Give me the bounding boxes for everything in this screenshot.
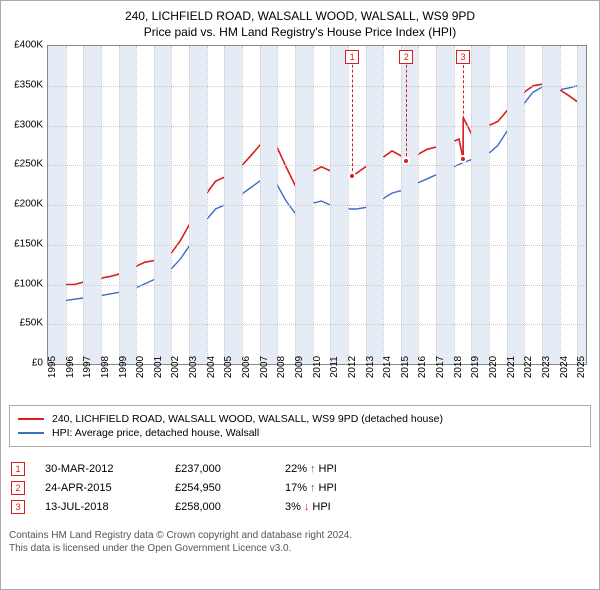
marker-box: 2 [399,50,413,64]
grid-v [119,46,120,364]
title-subtitle: Price paid vs. HM Land Registry's House … [9,25,591,39]
legend-swatch-hpi [18,432,44,434]
ytick-label: £200K [9,199,43,210]
grid-v [330,46,331,364]
sales-pct: 3%↓HPI [285,501,345,513]
grid-v [242,46,243,364]
plot-box: 1 2 3 [47,45,587,365]
xtick-label: 2025 [576,356,600,378]
legend: 240, LICHFIELD ROAD, WALSALL WOOD, WALSA… [9,405,591,447]
chart-container: 240, LICHFIELD ROAD, WALSALL WOOD, WALSA… [0,0,600,590]
grid-v [577,46,578,364]
grid-v [471,46,472,364]
sales-pct: 22%↑HPI [285,463,345,475]
ytick-label: £400K [9,40,43,51]
grid-v [489,46,490,364]
ytick-label: £350K [9,79,43,90]
legend-label-hpi: HPI: Average price, detached house, Wals… [52,427,259,439]
marker-dot [348,172,356,180]
grid-v [66,46,67,364]
grid-v [383,46,384,364]
sales-pct-value: 17% [285,482,307,494]
footer-line2: This data is licensed under the Open Gov… [9,542,591,555]
grid-v [171,46,172,364]
sales-note: HPI [319,463,337,475]
grid-v [313,46,314,364]
grid-h [48,285,586,286]
grid-v [207,46,208,364]
grid-v [260,46,261,364]
sales-row: 2 24-APR-2015£254,95017%↑HPI [11,481,589,495]
grid-v [154,46,155,364]
grid-v [418,46,419,364]
legend-label-property: 240, LICHFIELD ROAD, WALSALL WOOD, WALSA… [52,413,443,425]
sales-date: 30-MAR-2012 [45,463,175,475]
grid-h [48,126,586,127]
marker-dot [459,155,467,163]
sales-table: 130-MAR-2012£237,00022%↑HPI224-APR-2015£… [11,457,589,519]
grid-h [48,205,586,206]
sales-pct-value: 22% [285,463,307,475]
arrow-down-icon: ↓ [304,501,310,513]
title-address: 240, LICHFIELD ROAD, WALSALL WOOD, WALSA… [9,9,591,23]
legend-swatch-property [18,418,44,420]
sales-note: HPI [319,482,337,494]
sales-row: 1 30-MAR-2012£237,00022%↑HPI [11,462,589,476]
ytick-label: £150K [9,238,43,249]
sales-num-box: 3 [11,500,25,514]
arrow-up-icon: ↑ [310,463,316,475]
sales-pct: 17%↑HPI [285,482,345,494]
marker-box: 3 [456,50,470,64]
ytick-label: £250K [9,159,43,170]
marker-line [406,50,407,161]
marker-line [352,50,353,176]
sales-date: 13-JUL-2018 [45,501,175,513]
header: 240, LICHFIELD ROAD, WALSALL WOOD, WALSA… [9,9,591,39]
grid-v [560,46,561,364]
ytick-label: £50K [9,318,43,329]
grid-v [224,46,225,364]
grid-v [542,46,543,364]
grid-v [348,46,349,364]
sales-pct-value: 3% [285,501,301,513]
arrow-up-icon: ↑ [310,482,316,494]
grid-v [101,46,102,364]
sales-num-box: 2 [11,481,25,495]
legend-row-hpi: HPI: Average price, detached house, Wals… [18,427,582,439]
grid-v [136,46,137,364]
legend-row-property: 240, LICHFIELD ROAD, WALSALL WOOD, WALSA… [18,413,582,425]
sales-price: £254,950 [175,482,285,494]
marker-dot [402,157,410,165]
sales-row: 3 13-JUL-2018£258,0003%↓HPI [11,500,589,514]
grid-h [48,165,586,166]
grid-v [436,46,437,364]
sales-price: £237,000 [175,463,285,475]
sales-num-box: 1 [11,462,25,476]
sales-date: 24-APR-2015 [45,482,175,494]
grid-v [366,46,367,364]
sales-note: HPI [312,501,330,513]
grid-v [295,46,296,364]
grid-h [48,86,586,87]
grid-h [48,324,586,325]
sales-price: £258,000 [175,501,285,513]
ytick-label: £100K [9,278,43,289]
footer-line1: Contains HM Land Registry data © Crown c… [9,529,591,542]
marker-line [463,50,464,159]
grid-h [48,245,586,246]
grid-v [507,46,508,364]
grid-v [524,46,525,364]
grid-v [277,46,278,364]
grid-v [83,46,84,364]
ytick-label: £300K [9,119,43,130]
marker-box: 1 [345,50,359,64]
footer: Contains HM Land Registry data © Crown c… [9,529,591,555]
grid-v [401,46,402,364]
grid-v [454,46,455,364]
grid-v [189,46,190,364]
chart-area: 123 £0£50K£100K£150K£200K£250K£300K£350K… [47,45,587,395]
ytick-label: £0 [9,358,43,369]
